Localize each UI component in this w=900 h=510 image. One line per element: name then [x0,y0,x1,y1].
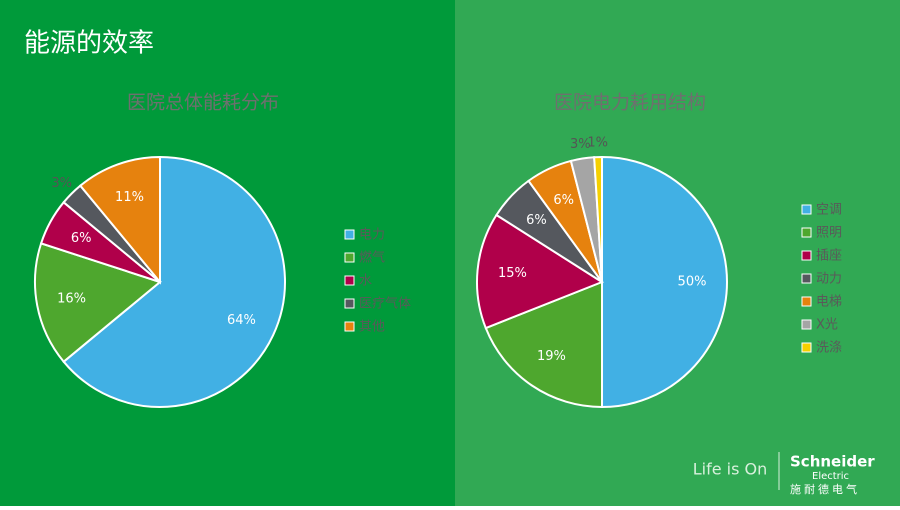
brand: Schneider [790,453,875,471]
legend-label: 空调 [816,203,842,218]
data-label: 11% [115,190,144,205]
legend-swatch [344,252,355,263]
slogan: Life is On [693,460,768,479]
legend-label: 照明 [816,226,842,241]
legend-label: 其他 [359,320,385,335]
brand-cn: 施耐德电气 [790,482,860,496]
brand-sub: Electric [812,471,849,482]
legend-swatch [801,227,812,238]
data-label: 6% [553,193,574,208]
pie-slice [476,213,605,330]
pie-slice [484,280,603,409]
data-label: 1% [587,136,608,151]
chart-title: 医院总体能耗分布 [127,92,279,114]
legend-swatch [801,296,812,307]
data-label: 64% [227,313,256,328]
data-label: 6% [71,231,92,246]
pie-slice [62,155,286,408]
pie-slice [601,155,728,409]
legend-label: 插座 [816,249,842,264]
legend-label: 电力 [359,228,385,243]
data-label: 3% [570,137,591,152]
data-label: 16% [57,291,86,306]
data-label: 15% [498,266,527,281]
legend-swatch [344,275,355,286]
legend-swatch [344,229,355,240]
chart-title: 医院电力耗用结构 [554,92,706,114]
legend-label: 动力 [816,272,842,287]
slide-title: 能源的效率 [24,29,154,59]
legend-swatch [344,298,355,309]
pie-slice [78,155,161,285]
legend-label: 电梯 [816,295,842,310]
legend-swatch [801,319,812,330]
legend-swatch [801,342,812,353]
data-label: 50% [678,275,707,290]
legend-label: 燃气 [359,250,385,266]
legend-label: 洗涤 [816,341,842,356]
legend-swatch [801,273,812,284]
data-label: 19% [537,349,566,364]
data-label: 6% [526,213,547,228]
pie-slice [593,155,603,283]
data-label: 3% [51,176,72,191]
pie-slice [34,242,163,364]
legend-swatch [801,250,812,261]
legend-label: X光 [816,318,838,333]
legend-label: 水 [359,274,372,289]
legend-swatch [344,321,355,332]
legend-label: 医疗气体 [359,296,411,312]
legend-swatch [801,204,812,215]
